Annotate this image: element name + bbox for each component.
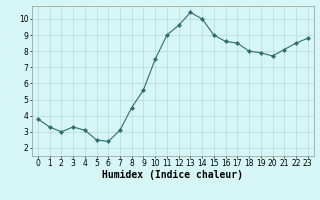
X-axis label: Humidex (Indice chaleur): Humidex (Indice chaleur): [102, 170, 243, 180]
